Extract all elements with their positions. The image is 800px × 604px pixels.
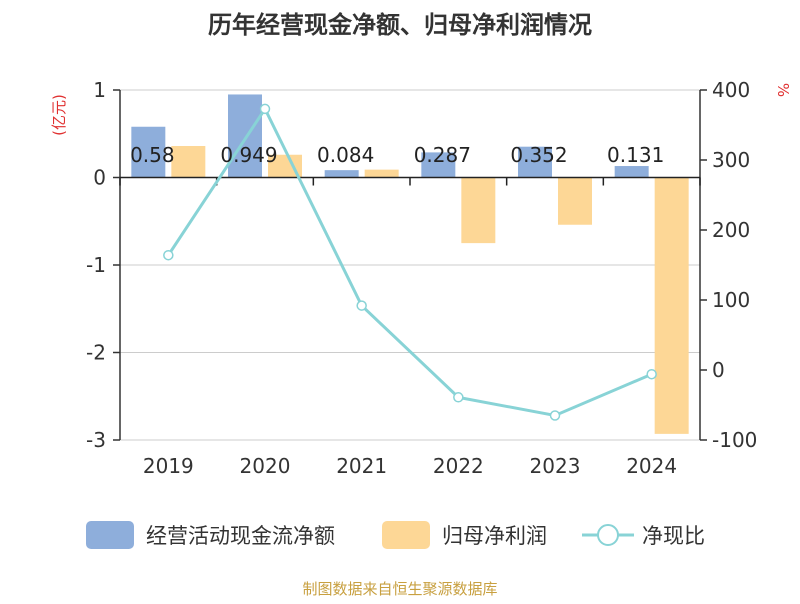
bar-netprofit-2021 [364, 169, 399, 178]
bar-cashflow-2019 [131, 126, 166, 178]
point-ratio-2020 [259, 103, 271, 115]
right-tick-label: 0 [712, 358, 725, 382]
left-axis-unit-label: (亿元) [50, 94, 68, 136]
point-ratio-2021 [356, 300, 367, 311]
bar-cashflow-2021 [324, 170, 359, 178]
data-label-cashflow-2021: 0.084 [317, 143, 374, 167]
left-tick-label: 0 [93, 166, 106, 190]
source-note: 制图数据来自恒生聚源数据库 [302, 580, 497, 598]
point-ratio-2022 [453, 392, 464, 403]
category-label-2022: 2022 [433, 454, 484, 478]
tick-labels: 1 0 -1 -2 -3 400 300 200 100 0 -100 2019 2020 2021 202… [86, 78, 757, 478]
legend-swatch-netprofit [382, 521, 430, 549]
legend-label-cashflow: 经营活动现金流净额 [146, 524, 335, 548]
bar-netprofit-2023 [558, 177, 592, 225]
left-tick-label: 1 [93, 78, 106, 102]
left-tick-label: -2 [86, 341, 106, 365]
line-series [163, 103, 657, 421]
data-label-cashflow-2023: 0.352 [510, 143, 567, 167]
bar-marks [131, 94, 689, 434]
bar-netprofit-2024 [654, 177, 689, 434]
bar-cashflow-2020 [228, 94, 262, 178]
bar-cashflow-2024 [614, 166, 649, 178]
point-ratio-2019 [163, 249, 174, 261]
category-label-2020: 2020 [240, 454, 291, 478]
legend-swatch-ratio-marker [597, 524, 619, 546]
category-label-2019: 2019 [143, 454, 194, 478]
point-ratio-2024 [646, 368, 657, 380]
right-tick-label: 200 [712, 218, 750, 242]
bar-netprofit-2022 [461, 177, 496, 244]
data-label-cashflow-2020: 0.949 [220, 143, 277, 167]
legend: 经营活动现金流净额 归母净利润 净现比 [86, 521, 705, 549]
data-label-cashflow-2024: 0.131 [607, 143, 664, 167]
point-ratio-2023 [549, 410, 561, 421]
left-tick-label: -1 [86, 253, 106, 277]
right-axis-unit-label: % [774, 83, 792, 97]
data-label-cashflow-2019: 0.58 [130, 143, 175, 167]
chart-title: 历年经营现金净额、归母净利润情况 [208, 11, 592, 39]
legend-label-ratio: 净现比 [642, 524, 705, 548]
legend-label-netprofit: 归母净利润 [442, 524, 547, 548]
bar-cashflow-2023 [518, 146, 552, 178]
legend-swatch-cashflow [86, 521, 134, 549]
bar-netprofit-2019 [171, 146, 206, 178]
bar-cashflow-2022 [421, 152, 456, 178]
axes [113, 89, 707, 441]
category-label-2024: 2024 [626, 454, 677, 478]
category-label-2021: 2021 [336, 454, 387, 478]
data-labels: 0.58 0.949 0.084 0.287 0.352 0.131 [130, 143, 664, 167]
right-tick-label: 300 [712, 148, 750, 172]
left-tick-label: -3 [86, 428, 106, 452]
category-label-2023: 2023 [530, 454, 581, 478]
data-label-cashflow-2022: 0.287 [414, 143, 471, 167]
right-tick-label: 100 [712, 288, 750, 312]
right-tick-label: 400 [712, 78, 750, 102]
bar-netprofit-2020 [268, 154, 302, 178]
line-ratio [167, 105, 653, 418]
right-tick-label: -100 [712, 428, 757, 452]
